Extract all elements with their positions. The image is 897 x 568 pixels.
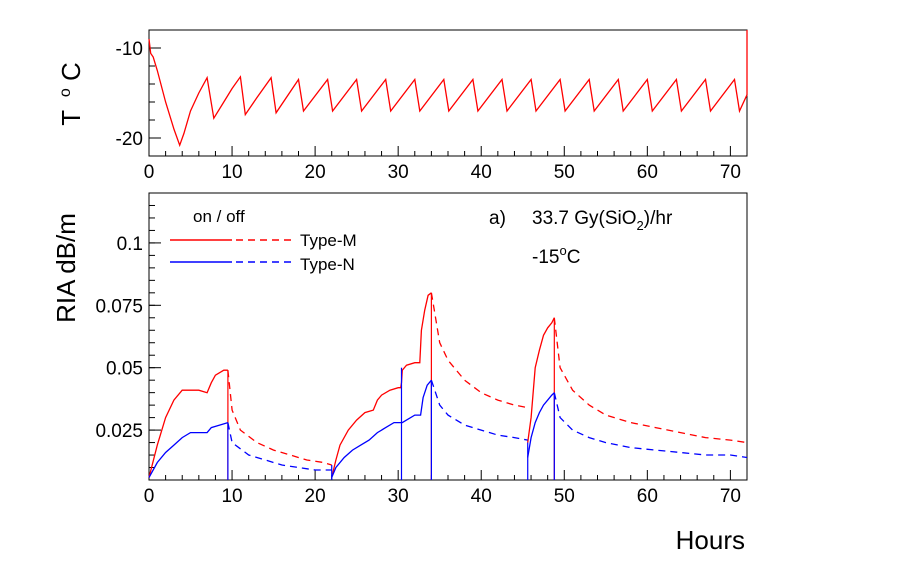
top-x-tick-label: 40 — [471, 162, 492, 183]
top-x-tick-label: 10 — [221, 162, 242, 183]
bottom-x-tick-label: 30 — [388, 486, 409, 507]
annotation-temp-suffix: C — [567, 247, 581, 268]
type-n-recovery-dashed-line — [430, 379, 528, 441]
bottom-y-tick-label: 0.1 — [117, 234, 143, 255]
type-m-irradiation-on-line — [331, 292, 432, 478]
top-x-tick-label: 60 — [637, 162, 658, 183]
bottom-x-tick-label: 10 — [221, 486, 242, 507]
bottom-y-tick-label: 0.05 — [106, 359, 143, 380]
top-y-axis-title-unit: C — [56, 62, 86, 81]
top-y-tick-label: -10 — [116, 39, 143, 60]
top-x-tick-label: 50 — [554, 162, 575, 183]
legend-type-n-label: Type-N — [300, 255, 355, 274]
legend-header: on / off — [193, 207, 245, 226]
legend: on / off Type-M Type-N — [170, 207, 357, 274]
temperature-series — [148, 30, 748, 148]
annotation-dose-sub: 2 — [637, 218, 644, 233]
condition-annotation: a) 33.7 Gy(SiO2)/hr -15oC — [489, 208, 673, 268]
ria-series — [148, 292, 748, 480]
bottom-x-tick-label: 50 — [554, 486, 575, 507]
annotation-dose-main: 33.7 Gy(SiO — [532, 208, 637, 229]
top-x-tick-label: 30 — [388, 162, 409, 183]
type-m-irradiation-on-line — [148, 369, 228, 478]
top-y-axis-title-main: T — [56, 110, 86, 126]
top-x-tick-label: 0 — [144, 162, 155, 183]
type-n-irradiation-on-line — [331, 379, 432, 478]
annotation-temp-main: -15 — [532, 247, 559, 268]
type-n-recovery-dashed-line — [227, 422, 332, 471]
type-m-recovery-dashed-line — [430, 292, 528, 409]
top-y-axis-title-degree: o — [57, 88, 74, 97]
bottom-x-tick-label: 20 — [305, 486, 326, 507]
top-y-axis-title: T o C — [46, 62, 86, 126]
top-panel-ticks: 0 10 20 30 40 50 60 70 -10 -20 — [116, 29, 748, 183]
type-m-recovery-dashed-line — [553, 317, 748, 444]
annotation-dose-suffix: )/hr — [644, 208, 673, 229]
top-x-tick-label: 20 — [305, 162, 326, 183]
bottom-y-axis-title: RIA dB/m — [51, 213, 81, 323]
bottom-panel-ticks: 0 10 20 30 40 50 60 70 0.025 0.05 0.075 0.1 — [95, 192, 748, 507]
bottom-x-tick-label: 60 — [637, 486, 658, 507]
bottom-y-tick-label: 0.025 — [95, 421, 143, 442]
type-m-irradiation-on-line — [527, 317, 555, 443]
top-y-tick-label: -20 — [116, 129, 143, 150]
annotation-temperature: -15oC — [532, 243, 580, 268]
temperature-line — [148, 38, 748, 148]
legend-type-m-label: Type-M — [300, 231, 357, 250]
annotation-dose-rate: 33.7 Gy(SiO2)/hr — [532, 208, 673, 233]
bottom-y-tick-label: 0.075 — [95, 296, 143, 317]
type-n-irradiation-on-line — [148, 421, 229, 478]
type-m-recovery-dashed-line — [227, 370, 332, 466]
bottom-x-tick-label: 70 — [720, 486, 741, 507]
top-x-tick-label: 70 — [720, 162, 741, 183]
x-axis-title: Hours — [676, 525, 745, 555]
type-n-irradiation-on-line — [527, 392, 555, 458]
bottom-x-tick-label: 0 — [144, 486, 155, 507]
bottom-panel-frame — [148, 192, 748, 481]
bottom-x-tick-label: 40 — [471, 486, 492, 507]
annotation-temp-sup: o — [559, 243, 566, 258]
type-n-recovery-dashed-line — [553, 392, 748, 459]
top-panel-frame — [148, 29, 748, 157]
annotation-panel-label: a) — [489, 208, 506, 229]
